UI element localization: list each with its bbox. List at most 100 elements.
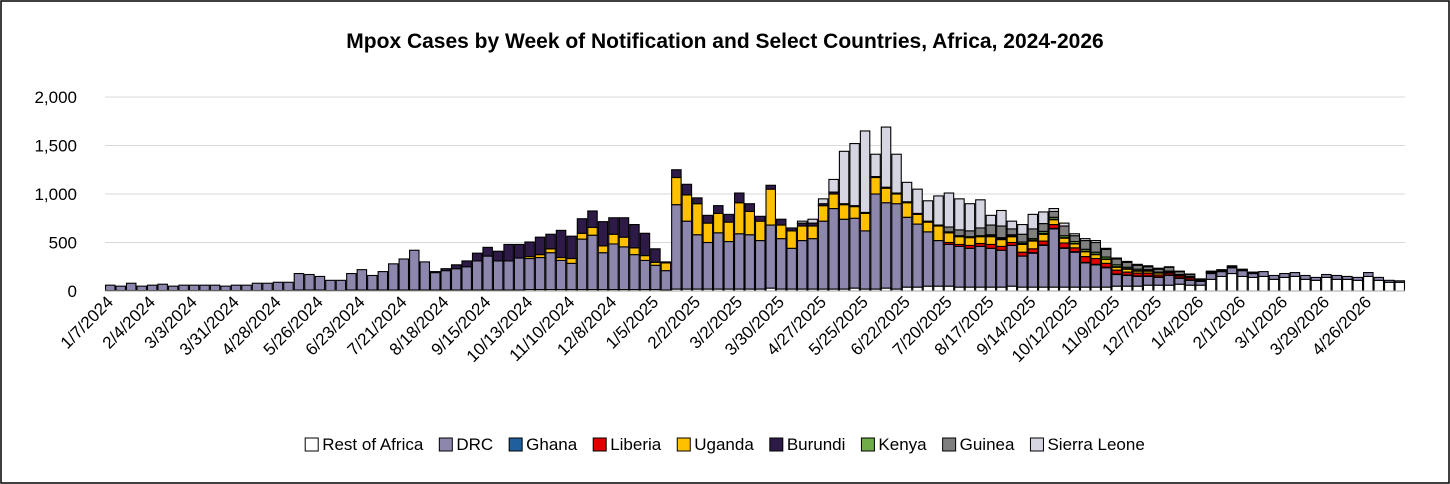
bar-segment (1111, 285, 1122, 292)
bar-segment (482, 246, 493, 257)
bar-segment (1017, 286, 1028, 292)
bar-segment (828, 208, 839, 290)
bar-segment (409, 249, 420, 291)
bar-segment (1163, 266, 1175, 272)
bar-segment (566, 257, 577, 264)
bar-segment (996, 209, 1007, 227)
bar-segment (922, 231, 934, 287)
bar-segment (1258, 271, 1269, 278)
bar-segment (660, 262, 672, 272)
bar-segment (975, 245, 986, 288)
bar-segment (1216, 275, 1227, 292)
bar-segment (713, 205, 724, 214)
bar-segment (1226, 265, 1238, 268)
bar-segment (1100, 247, 1112, 250)
bar-segment (367, 274, 378, 291)
bar-segment (1069, 247, 1081, 253)
bar-segment (1100, 248, 1112, 258)
bar-segment (1174, 277, 1185, 285)
bar-segment (618, 236, 630, 248)
bar-segment (1321, 276, 1332, 292)
bar-segment (314, 275, 326, 291)
bar-segment (713, 232, 724, 290)
bar-segment (178, 284, 189, 292)
bar-segment (639, 259, 651, 291)
bar-segment (1195, 284, 1206, 292)
bar-segment (566, 262, 577, 291)
bar-segment (1373, 276, 1385, 281)
legend-label: Ghana (526, 435, 578, 454)
bar-segment (964, 286, 976, 292)
bar-segment (933, 285, 944, 292)
bar-segment (807, 225, 818, 240)
bar-segment (639, 232, 651, 257)
bar-segment (1111, 269, 1122, 275)
bar-segment (1163, 284, 1175, 292)
y-tick-label: 1,000 (34, 185, 77, 204)
bar-segment (534, 256, 546, 291)
bar-segment (1079, 286, 1091, 292)
bar-segment (964, 237, 976, 246)
bar-segment (828, 178, 839, 193)
bar-segment (220, 285, 231, 292)
bar-segment (1059, 242, 1070, 249)
bar-segment (1205, 278, 1217, 292)
bar-segment (838, 218, 850, 290)
bar-segment (933, 225, 944, 242)
bar-segment (985, 247, 997, 288)
bar-segment (1048, 224, 1060, 229)
y-tick-label: 1,500 (34, 137, 77, 156)
bar-segment (1237, 270, 1248, 278)
bar-segment (681, 183, 693, 196)
bar-segment (891, 203, 902, 290)
bar-segment (1310, 279, 1322, 292)
bar-segment (922, 285, 934, 292)
bar-segment (1048, 219, 1060, 226)
bar-segment (723, 213, 735, 223)
bar-segment (513, 257, 525, 291)
bar-segment (849, 217, 860, 289)
bar-segment (1017, 251, 1028, 257)
bar-segment (492, 260, 504, 291)
legend-label: Rest of Africa (322, 435, 424, 454)
bar-segment (1279, 276, 1290, 292)
bar-segment (1216, 271, 1227, 278)
bar-segment (943, 232, 955, 244)
bar-segment (975, 236, 986, 245)
bar-segment (1132, 263, 1143, 266)
bar-segment (230, 284, 242, 292)
bar-segment (146, 284, 158, 292)
bar-segment (566, 235, 577, 260)
bar-segment (912, 223, 923, 288)
bar-segment (786, 230, 797, 249)
bar-segment (943, 192, 955, 228)
bar-segment (1027, 252, 1039, 288)
bar-segment (1111, 273, 1122, 287)
bar-segment (912, 213, 923, 225)
bar-segment (1090, 264, 1101, 288)
bar-segment (587, 234, 598, 291)
bar-segment (1090, 241, 1101, 253)
bar-segment (608, 217, 619, 235)
bar-segment (1331, 274, 1343, 280)
bar-segment (1090, 240, 1101, 244)
bar-segment (1090, 257, 1101, 265)
bar-segment (880, 187, 892, 204)
bar-segment (775, 238, 787, 290)
bar-segment (912, 286, 923, 292)
bar-segment (576, 238, 588, 291)
bar-segment (922, 221, 934, 233)
bar-segment (115, 285, 126, 292)
bar-segment (975, 286, 986, 292)
bar-segment (1258, 275, 1269, 292)
legend-swatch (942, 437, 957, 452)
bar-segment (933, 240, 944, 287)
bar-segment (964, 203, 976, 232)
bar-segment (1090, 254, 1101, 260)
bar-segment (545, 233, 556, 250)
bar-segment (1027, 213, 1039, 230)
bar-segment (996, 245, 1007, 251)
bar-segment (849, 143, 860, 207)
bar-segment (985, 286, 997, 292)
bar-segment (608, 233, 619, 245)
